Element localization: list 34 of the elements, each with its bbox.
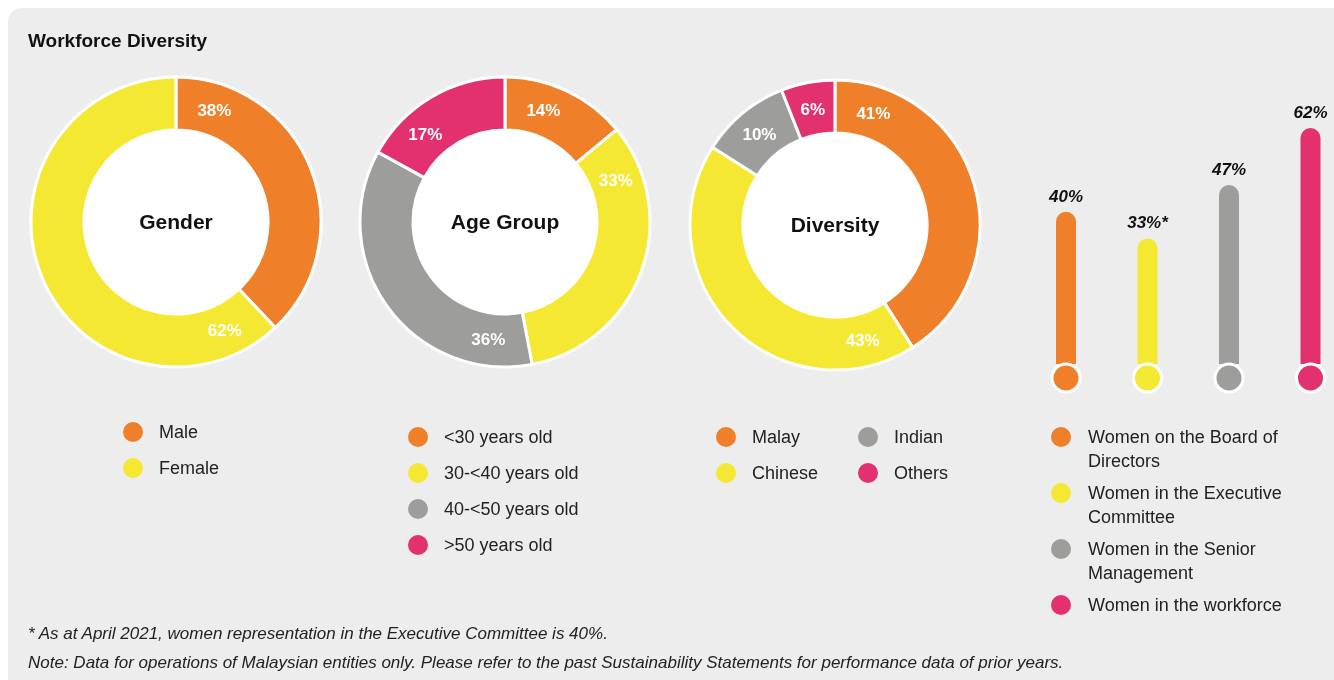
legend-label: Women on the Board of Directors: [1088, 427, 1279, 472]
data-label: 33%*: [1127, 213, 1170, 233]
legend-label: Indian: [894, 427, 944, 448]
legend-label: Malay: [752, 427, 801, 448]
legend-label: Male: [159, 422, 199, 443]
data-label: 6%: [800, 99, 826, 119]
data-label: 62%: [207, 320, 242, 340]
data-label: 62%: [1293, 103, 1328, 122]
text: Gender: [139, 210, 213, 234]
data-label: 36%: [471, 330, 506, 350]
text: Diversity: [790, 213, 880, 237]
legend-label: >50 years old: [444, 535, 553, 556]
data-label: 38%: [197, 100, 232, 120]
data-label: 17%: [408, 125, 443, 145]
text: Workforce Diversity: [28, 30, 208, 51]
data-label: 41%: [856, 103, 891, 123]
data-label: 14%: [526, 100, 561, 120]
data-label: 33%: [598, 171, 633, 191]
legend-label: Women in the Executive Committee: [1088, 483, 1282, 528]
data-label: 47%: [1210, 160, 1247, 180]
legend-label: Female: [159, 458, 220, 479]
data-label: 40%: [1047, 186, 1084, 206]
text: Note: Data for operations of Malaysian entities only. Please refer to the past Sustainability Statements for performance data of prior years.: [28, 653, 1064, 672]
legend-label: 30-<40 years old: [444, 463, 579, 484]
text: Age Group: [450, 210, 560, 234]
legend-label: Others: [894, 463, 949, 484]
legend-label: Chinese: [752, 463, 819, 484]
data-label: 10%: [742, 124, 777, 144]
legend-label: <30 years old: [444, 427, 553, 448]
legend-label: 40-<50 years old: [444, 499, 579, 520]
data-label: 43%: [845, 331, 880, 351]
legend-label: Women in the workforce: [1088, 595, 1282, 616]
text: * As at April 2021, women representation in the Executive Committee is 40%.: [28, 624, 608, 643]
legend-label: Women in the Senior Management: [1088, 539, 1256, 584]
